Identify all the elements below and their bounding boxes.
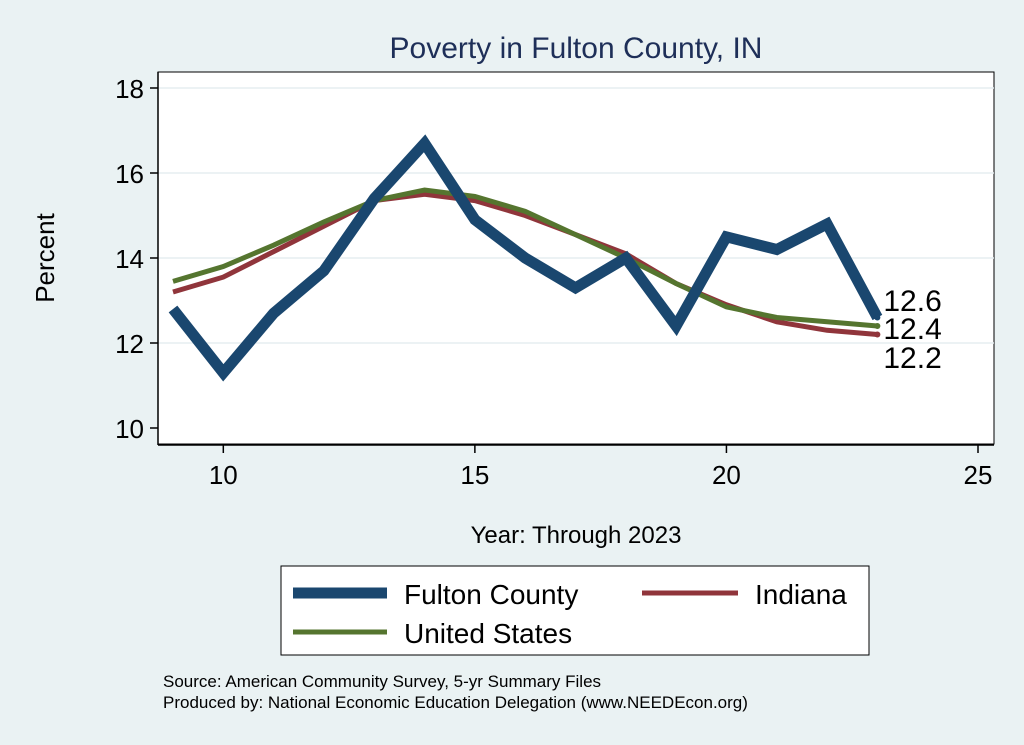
end-labels: 12.6 12.212.4 xyxy=(883,285,941,375)
x-tick-label: 20 xyxy=(712,460,741,490)
legend: Fulton County Indiana United States xyxy=(280,565,870,656)
x-axis-title: Year: Through 2023 xyxy=(471,522,682,549)
y-axis-title: Percent xyxy=(30,212,60,302)
chart-title: Poverty in Fulton County, IN xyxy=(390,32,763,65)
series-line-united-states xyxy=(172,187,878,329)
y-tick-label: 14 xyxy=(115,244,144,274)
x-tick-label: 15 xyxy=(460,460,489,490)
x-tick-label: 10 xyxy=(209,460,238,490)
series-end-label: 12.2 xyxy=(883,342,941,375)
y-tick-label: 16 xyxy=(115,159,144,189)
series-end-marker xyxy=(874,331,881,338)
legend-label-indiana: Indiana xyxy=(755,579,847,610)
legend-box xyxy=(280,565,870,656)
series-end-label: 12.6 xyxy=(883,285,941,318)
grid-lines xyxy=(158,87,994,344)
series-line-fulton-county xyxy=(168,134,883,382)
legend-label-fulton-county: Fulton County xyxy=(404,579,578,610)
series-end-marker xyxy=(874,314,881,321)
data-series xyxy=(168,134,883,382)
axes xyxy=(150,72,994,453)
series-end-marker xyxy=(874,323,881,329)
y-tick-label: 10 xyxy=(115,414,144,444)
y-tick-label: 12 xyxy=(115,329,144,359)
produced-note: Produced by: National Economic Education… xyxy=(163,693,748,712)
source-note: Source: American Community Survey, 5-yr … xyxy=(163,672,601,691)
series-end-label: 12.4 xyxy=(883,313,941,346)
tick-labels: 10 12 14 16 18 10 15 20 25 xyxy=(115,74,992,490)
legend-label-united-states: United States xyxy=(404,618,572,649)
y-tick-label: 18 xyxy=(115,74,144,104)
x-tick-label: 25 xyxy=(964,460,993,490)
